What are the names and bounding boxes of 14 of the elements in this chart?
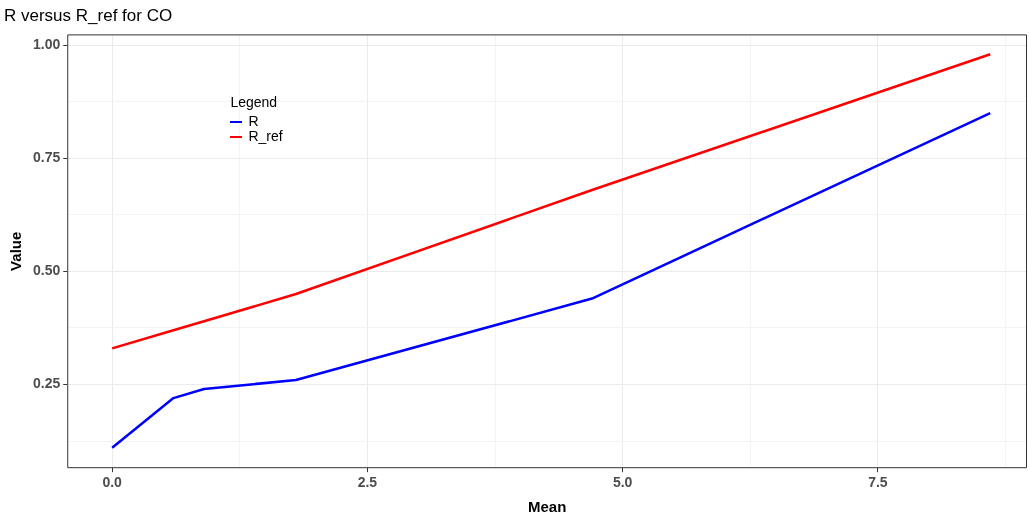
legend-title: Legend: [230, 94, 279, 111]
chart-title: R versus R_ref for CO: [4, 5, 173, 25]
x-tick-label: 5.0: [612, 474, 633, 491]
x-tick-label: 2.5: [357, 474, 378, 491]
y-tick-label: 0.50: [33, 262, 61, 279]
x-axis-title: Mean: [527, 498, 567, 516]
x-tick-label: 0.0: [102, 474, 123, 491]
legend-label: R_ref: [248, 128, 283, 145]
legend-label: R: [248, 113, 259, 130]
y-axis-title: Value: [7, 231, 25, 271]
y-tick-label: 0.75: [33, 149, 61, 166]
y-tick-label: 1.00: [33, 36, 61, 53]
x-tick-label: 7.5: [868, 474, 888, 491]
y-tick-label: 0.25: [33, 375, 61, 392]
